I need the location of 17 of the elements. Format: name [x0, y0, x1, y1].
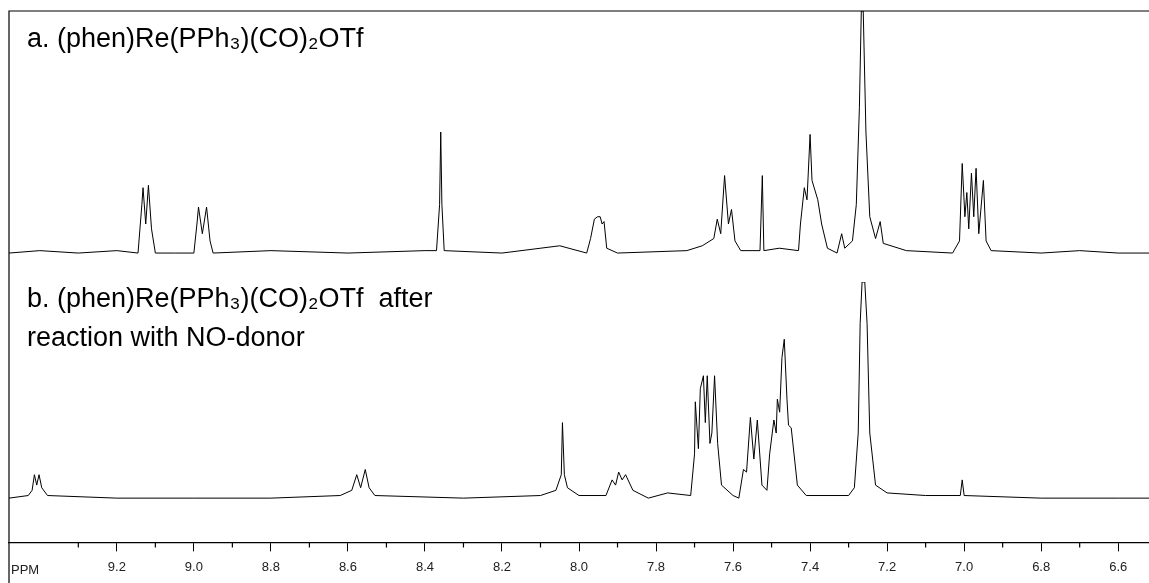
- x-tick-label: 8.8: [261, 558, 280, 574]
- x-tick-label: 9.0: [184, 558, 203, 574]
- x-tick-label: 7.8: [646, 558, 666, 574]
- x-tick-label: 6.8: [1032, 558, 1051, 574]
- x-tick-label: 6.6: [1109, 558, 1128, 574]
- x-tick-label: 8.2: [492, 558, 512, 574]
- x-tick-label: 7.4: [801, 558, 820, 574]
- text: b. (phen)Re(PPh₃)(CO)₂OTf after reaction with NO-donor: [27, 283, 433, 353]
- x-tick-label: 8.0: [569, 558, 589, 574]
- x-tick-label: 7.2: [878, 558, 897, 574]
- x-tick-label: 7.6: [724, 558, 743, 574]
- text: a. (phen)Re(PPh₃)(CO)₂OTf: [27, 23, 365, 54]
- x-tick-label: 9.2: [107, 558, 126, 574]
- x-tick-label: 8.6: [338, 558, 357, 574]
- x-tick-label: 7.0: [955, 558, 974, 574]
- x-axis-title: PPM: [11, 561, 40, 577]
- x-tick-label: 8.4: [415, 558, 434, 574]
